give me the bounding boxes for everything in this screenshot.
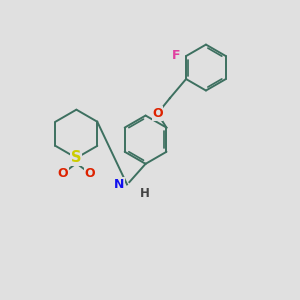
Text: N: N — [114, 178, 125, 191]
Text: O: O — [58, 167, 68, 180]
Text: O: O — [84, 167, 95, 180]
Text: F: F — [172, 49, 181, 62]
Text: O: O — [152, 107, 163, 120]
Text: H: H — [140, 187, 149, 200]
Text: S: S — [71, 150, 82, 165]
